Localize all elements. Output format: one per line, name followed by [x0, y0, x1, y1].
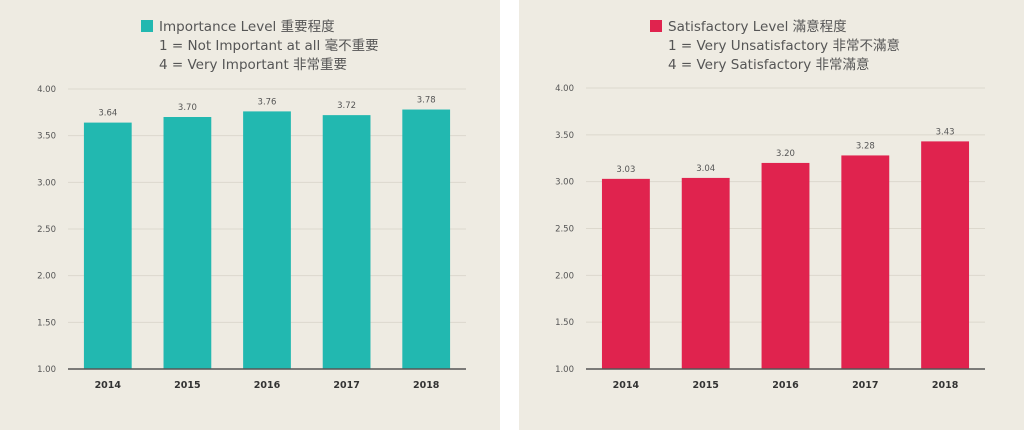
y-tick-label: 2.50 [555, 225, 574, 235]
x-tick-label: 2014 [95, 380, 122, 391]
legend-scale-max: 4 = Very Satisfactory 非常滿意 [668, 56, 870, 73]
x-tick-label: 2017 [852, 380, 878, 391]
y-tick-label: 2.00 [37, 272, 56, 282]
y-tick-label: 1.50 [37, 318, 56, 328]
data-label: 3.43 [936, 127, 955, 137]
y-tick-label: 3.50 [37, 132, 56, 142]
importance-bar-chart: Importance Level 重要程度 1 = Not Important … [37, 19, 466, 391]
data-label: 3.78 [417, 96, 436, 106]
y-tick-label: 2.00 [555, 271, 574, 281]
legend-swatch [141, 20, 153, 32]
bar [83, 122, 132, 369]
y-tick-label: 4.00 [555, 84, 574, 94]
data-label: 3.04 [696, 164, 715, 174]
satisfaction-bar-chart: Satisfactory Level 滿意程度 1 = Very Unsatis… [555, 18, 985, 391]
bar [322, 115, 371, 369]
bar [841, 155, 890, 369]
y-tick-label: 3.00 [555, 178, 574, 188]
importance-chart-panel: Importance Level 重要程度 1 = Not Important … [0, 0, 500, 430]
x-tick-label: 2016 [254, 380, 281, 391]
data-label: 3.70 [178, 103, 197, 113]
x-tick-label: 2014 [613, 380, 640, 391]
y-tick-label: 4.00 [37, 85, 56, 95]
y-tick-label: 3.00 [37, 178, 56, 188]
legend-scale-min: 1 = Very Unsatisfactory 非常不滿意 [668, 37, 900, 54]
legend-scale-max: 4 = Very Important 非常重要 [159, 57, 347, 73]
bar [163, 117, 212, 369]
data-label: 3.28 [856, 141, 875, 151]
x-tick-label: 2015 [174, 380, 200, 391]
x-tick-label: 2017 [333, 380, 359, 391]
legend-series-label: Importance Level 重要程度 [159, 19, 335, 35]
bar [402, 109, 451, 370]
plot-area: 4.00 3.50 3.00 2.50 2.00 1.50 1.00 3.03 2014 3.04… [555, 84, 985, 391]
data-label: 3.03 [616, 165, 635, 175]
legend-scale-min: 1 = Not Important at all 毫不重要 [159, 37, 379, 54]
y-tick-label: 1.00 [37, 365, 56, 375]
legend-series-label: Satisfactory Level 滿意程度 [668, 18, 847, 35]
bar [243, 111, 291, 370]
x-tick-label: 2015 [692, 380, 718, 391]
x-tick-label: 2018 [932, 380, 959, 391]
data-label: 3.64 [98, 109, 117, 119]
bar [921, 141, 970, 369]
x-tick-label: 2016 [772, 380, 799, 391]
data-label: 3.20 [776, 149, 795, 159]
bar [681, 177, 730, 369]
x-tick-label: 2018 [413, 380, 440, 391]
bar [601, 178, 650, 369]
satisfaction-chart-panel: Satisfactory Level 滿意程度 1 = Very Unsatis… [519, 0, 1024, 430]
bar [761, 162, 810, 369]
data-label: 3.76 [258, 97, 277, 107]
data-label: 3.72 [337, 101, 356, 111]
y-tick-label: 1.00 [555, 365, 574, 375]
y-tick-label: 1.50 [555, 318, 574, 328]
legend-swatch [650, 20, 662, 32]
y-tick-label: 3.50 [555, 131, 574, 141]
y-tick-label: 2.50 [37, 225, 56, 235]
plot-area: 4.00 3.50 3.00 2.50 2.00 1.50 1.00 3.64 2014 3.70… [37, 85, 466, 391]
